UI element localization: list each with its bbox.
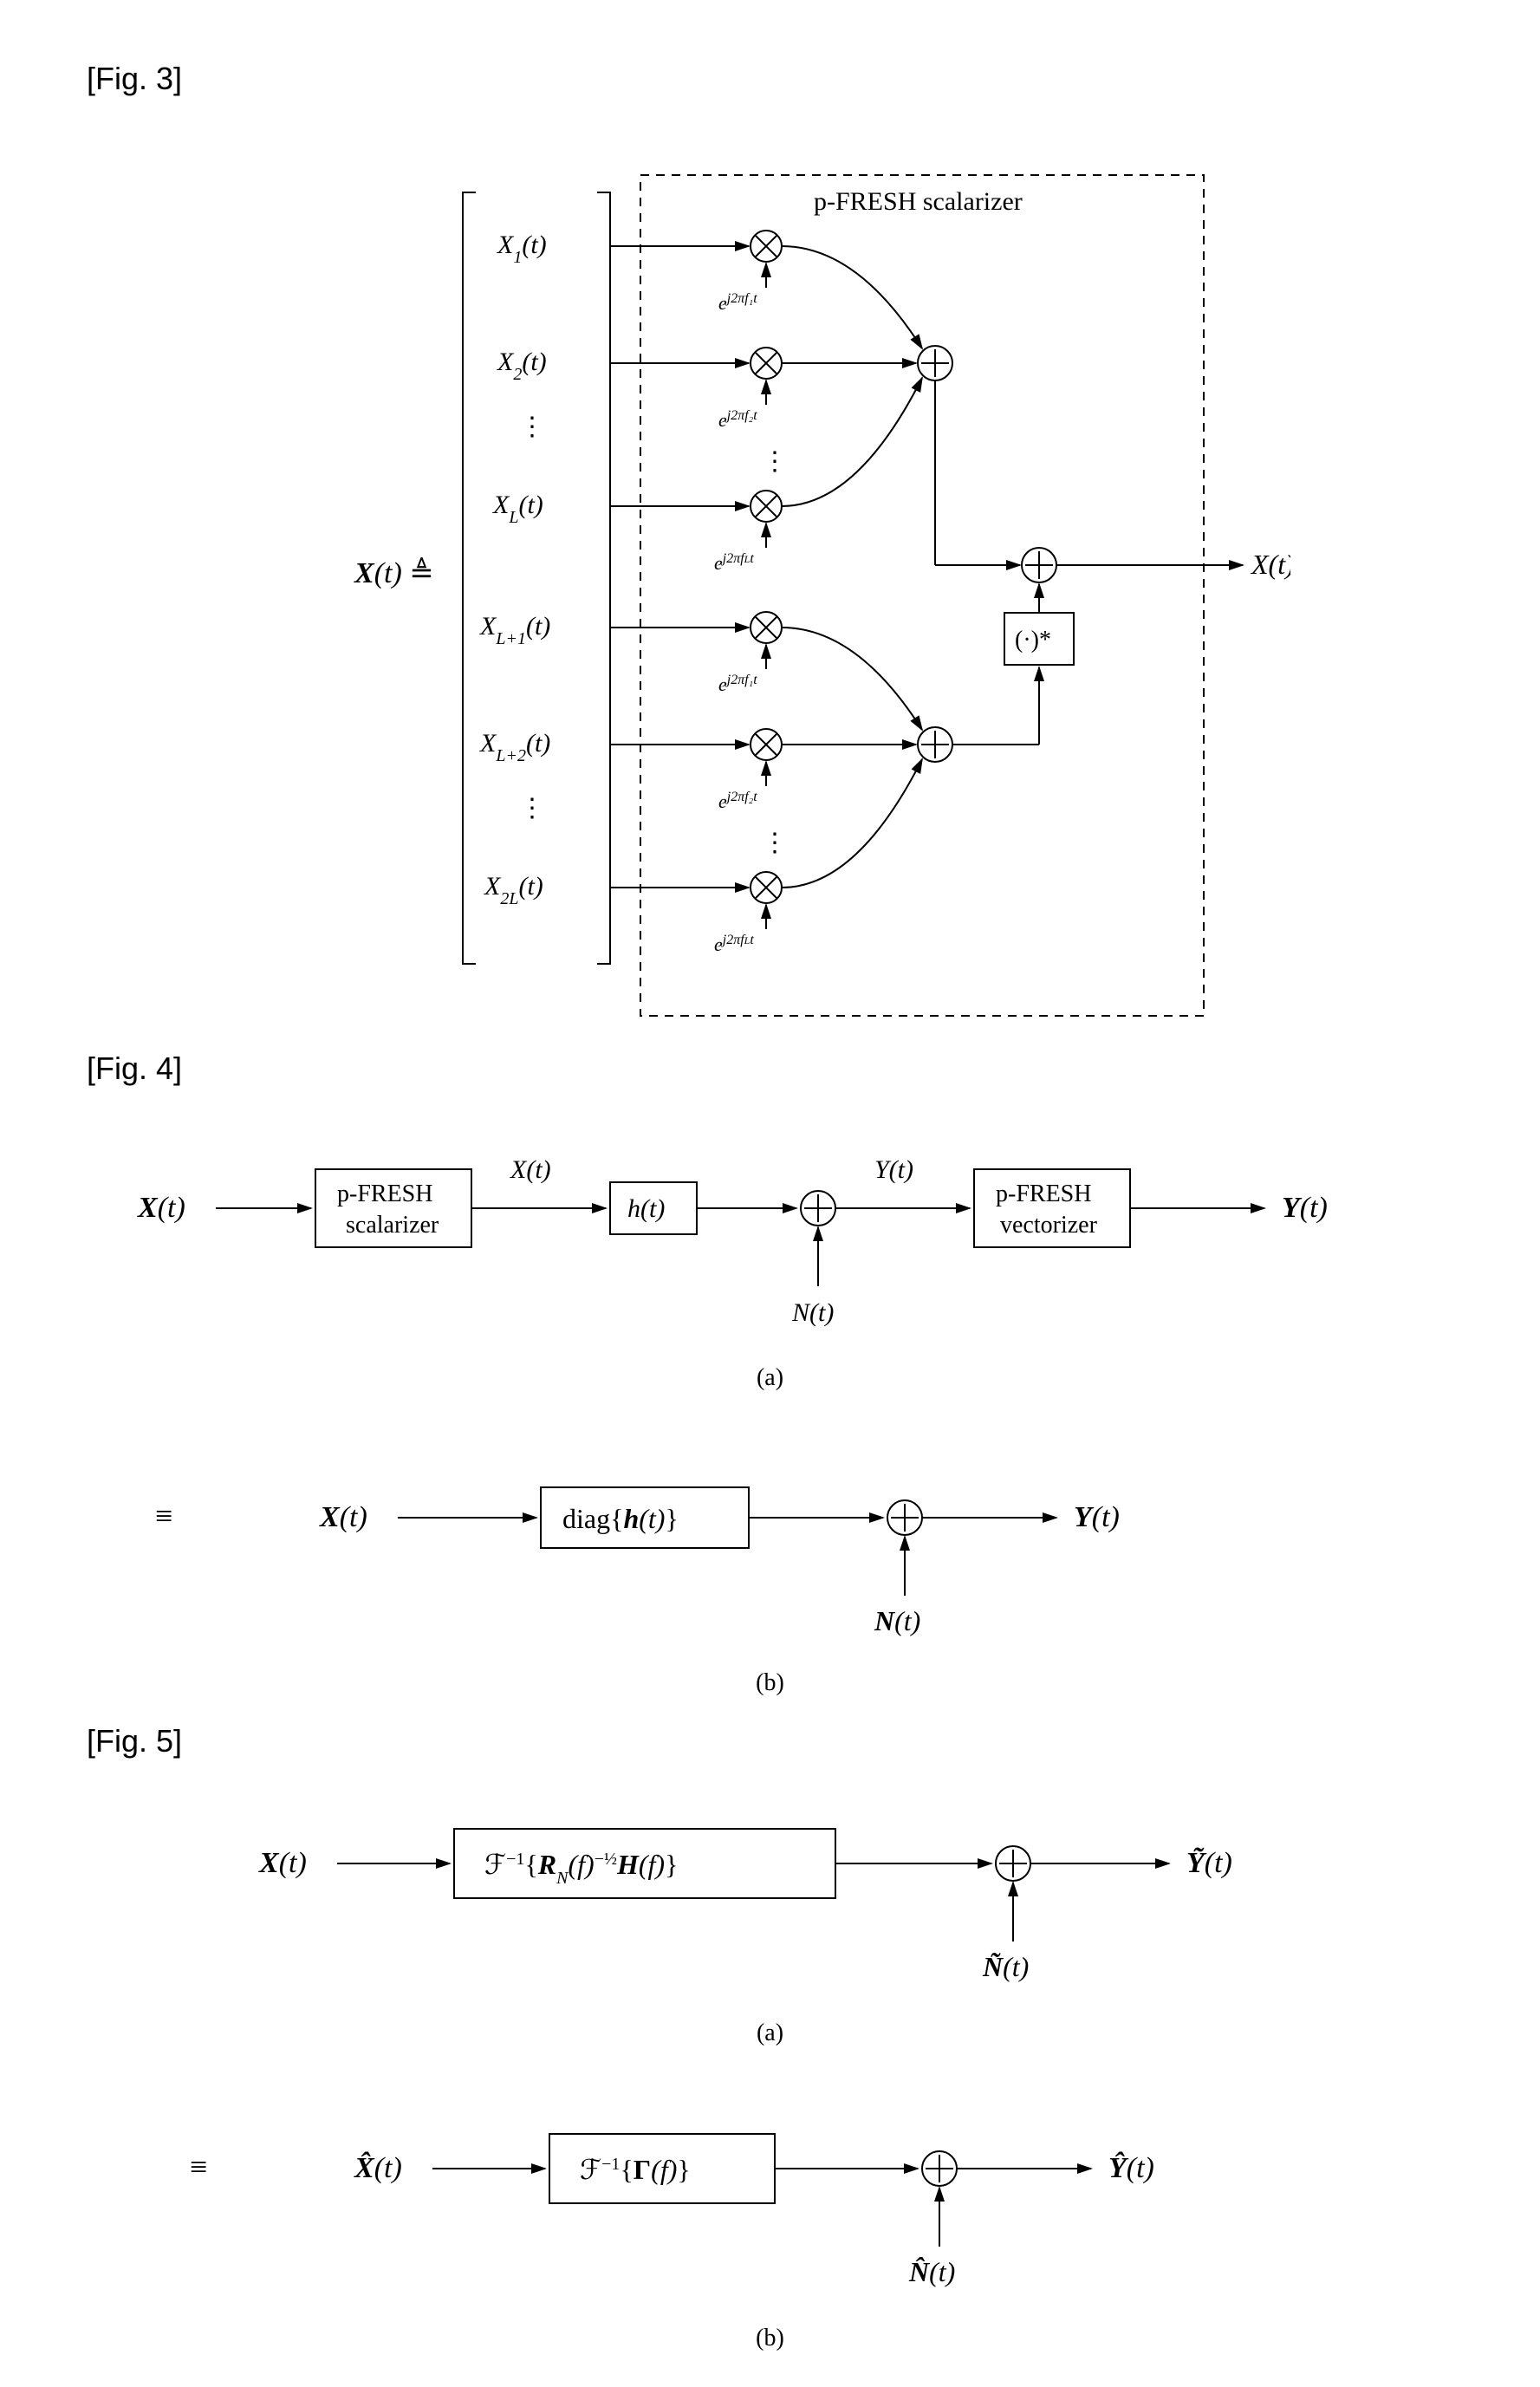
exp-1: ej2πf₁t [718,291,757,315]
fig4a-box2-text: h(t) [627,1194,665,1223]
fig3-label: [Fig. 3] [87,61,1505,97]
fig3-output: X(t) [1250,549,1290,580]
fig4b-input: X(t) [319,1501,367,1533]
fig5a-output: Ỹ(t) [1186,1847,1232,1879]
fig3-diagram: X(t) ≜ p-FRESH scalarizer X1(t) ej2πf₁t … [35,114,1505,1024]
exp-2l: ej2πfLt [714,933,754,956]
fig5b-diagram: ≡ X̂(t) ℱ−1{Γ(f)} N̂(t) Ŷ(t) [35,2082,1505,2325]
exp-2: ej2πf₂t [718,408,757,432]
fig5b-equiv: ≡ [190,2150,207,2184]
fig5b-output: Ŷ(t) [1108,2151,1154,2184]
fig4a-box1-l1: p-FRESH [337,1180,432,1207]
fig4a-box3-l1: p-FRESH [996,1180,1091,1207]
scalarizer-title: p-FRESH scalarizer [814,187,1023,216]
fig4a-box3-l2: vectorizer [1000,1212,1098,1239]
fig5a-noise: Ñ(t) [982,1951,1029,1982]
fig5b-input: X̂(t) [354,2150,402,2184]
fig4a-noise: N(t) [791,1298,834,1327]
fig4a-box1-l2: scalarizer [346,1212,439,1239]
conj-label: (·)* [1015,627,1051,654]
path-l1-bot [782,628,922,730]
path-1-top [782,246,922,348]
fig5b-noise: N̂(t) [908,2256,955,2287]
fig4a-diagram: X(t) p-FRESH scalarizer X(t) h(t) N(t) Y… [35,1104,1505,1364]
fig4a-mid1: X(t) [510,1155,551,1184]
exp-l1: ej2πf₁t [718,673,757,696]
fig4b-caption: (b) [35,1669,1505,1697]
vdots-1b: ⋮ [762,447,788,476]
input-xl: XL(t) [492,491,543,527]
right-bracket [597,192,610,964]
exp-l: ej2πfLt [714,551,754,575]
fig4a-output: Y(t) [1282,1192,1328,1224]
fig4a-input: X(t) [137,1192,185,1224]
fig5a-input: X(t) [258,1847,307,1879]
input-x2: X2(t) [497,348,547,384]
fig5-label: [Fig. 5] [87,1723,1505,1759]
input-x1: X1(t) [497,231,547,267]
input-xl2: XL+2(t) [479,729,550,765]
fig5b-caption: (b) [35,2325,1505,2352]
fig4b-noise: N(t) [874,1605,920,1636]
fig3-vector-label: X(t) ≜ [354,556,434,589]
fig4-label: [Fig. 4] [87,1050,1505,1087]
path-l-top [782,378,922,506]
fig4b-box-text: diag{h(t)} [562,1503,679,1534]
input-x2l: X2L(t) [484,872,543,908]
exp-l2: ej2πf₂t [718,790,757,813]
fig4a-caption: (a) [35,1364,1505,1392]
vdots-2: ⋮ [519,794,545,823]
fig4b-equiv: ≡ [155,1499,172,1533]
input-xl1: XL+1(t) [479,612,550,648]
vdots-2b: ⋮ [762,829,788,857]
fig4b-diagram: ≡ X(t) diag{h(t)} N(t) Y(t) [35,1427,1505,1669]
vdots-1: ⋮ [519,413,545,441]
left-bracket [463,192,476,964]
fig5a-caption: (a) [35,2020,1505,2047]
path-2l-bot [782,759,922,888]
fig4b-output: Y(t) [1074,1501,1120,1533]
fig5b-box-text: ℱ−1{Γ(f)} [580,2154,691,2185]
fig4a-mid2: Y(t) [874,1155,913,1184]
fig5a-diagram: X(t) ℱ−1{RN(f)−½H(f)} Ñ(t) Ỹ(t) [35,1777,1505,2020]
